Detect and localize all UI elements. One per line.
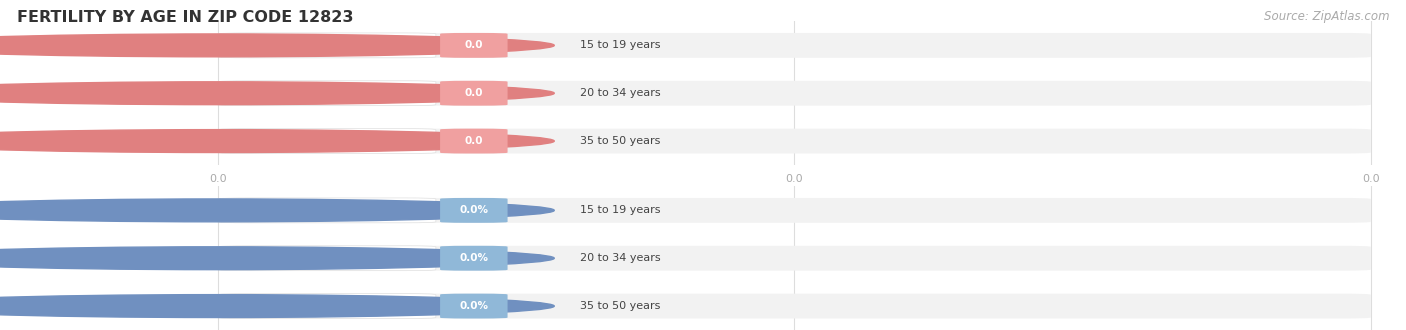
FancyBboxPatch shape — [218, 33, 436, 58]
Text: Source: ZipAtlas.com: Source: ZipAtlas.com — [1264, 10, 1389, 23]
FancyBboxPatch shape — [440, 246, 508, 271]
Text: 20 to 34 years: 20 to 34 years — [579, 253, 661, 263]
Text: 0.0%: 0.0% — [460, 301, 488, 311]
Text: 0.0: 0.0 — [464, 136, 484, 146]
FancyBboxPatch shape — [218, 246, 1371, 271]
Text: 0.0: 0.0 — [209, 174, 226, 183]
Text: 0.0: 0.0 — [464, 88, 484, 98]
Text: 0.0: 0.0 — [786, 174, 803, 183]
FancyBboxPatch shape — [440, 129, 508, 153]
FancyBboxPatch shape — [218, 198, 436, 223]
Text: 0.0%: 0.0% — [460, 253, 488, 263]
FancyBboxPatch shape — [218, 129, 436, 153]
Text: FERTILITY BY AGE IN ZIP CODE 12823: FERTILITY BY AGE IN ZIP CODE 12823 — [17, 10, 353, 25]
FancyBboxPatch shape — [218, 81, 436, 106]
Text: 35 to 50 years: 35 to 50 years — [579, 301, 659, 311]
Text: 20 to 34 years: 20 to 34 years — [579, 88, 661, 98]
Text: 15 to 19 years: 15 to 19 years — [579, 40, 659, 50]
FancyBboxPatch shape — [440, 198, 508, 223]
FancyBboxPatch shape — [440, 81, 508, 106]
Text: 35 to 50 years: 35 to 50 years — [579, 136, 659, 146]
Circle shape — [0, 247, 554, 270]
Circle shape — [0, 130, 554, 152]
Text: 0.0: 0.0 — [464, 40, 484, 50]
FancyBboxPatch shape — [218, 129, 1371, 153]
FancyBboxPatch shape — [440, 294, 508, 318]
FancyBboxPatch shape — [218, 81, 1371, 106]
FancyBboxPatch shape — [218, 294, 436, 318]
Circle shape — [0, 82, 554, 105]
FancyBboxPatch shape — [218, 198, 1371, 223]
FancyBboxPatch shape — [218, 33, 1371, 58]
Circle shape — [0, 199, 554, 222]
Text: 15 to 19 years: 15 to 19 years — [579, 205, 659, 215]
FancyBboxPatch shape — [440, 33, 508, 58]
Circle shape — [0, 295, 554, 317]
Circle shape — [0, 34, 554, 57]
Text: 0.0%: 0.0% — [460, 205, 488, 215]
FancyBboxPatch shape — [218, 294, 1371, 318]
FancyBboxPatch shape — [218, 246, 436, 271]
Text: 0.0: 0.0 — [1362, 174, 1379, 183]
